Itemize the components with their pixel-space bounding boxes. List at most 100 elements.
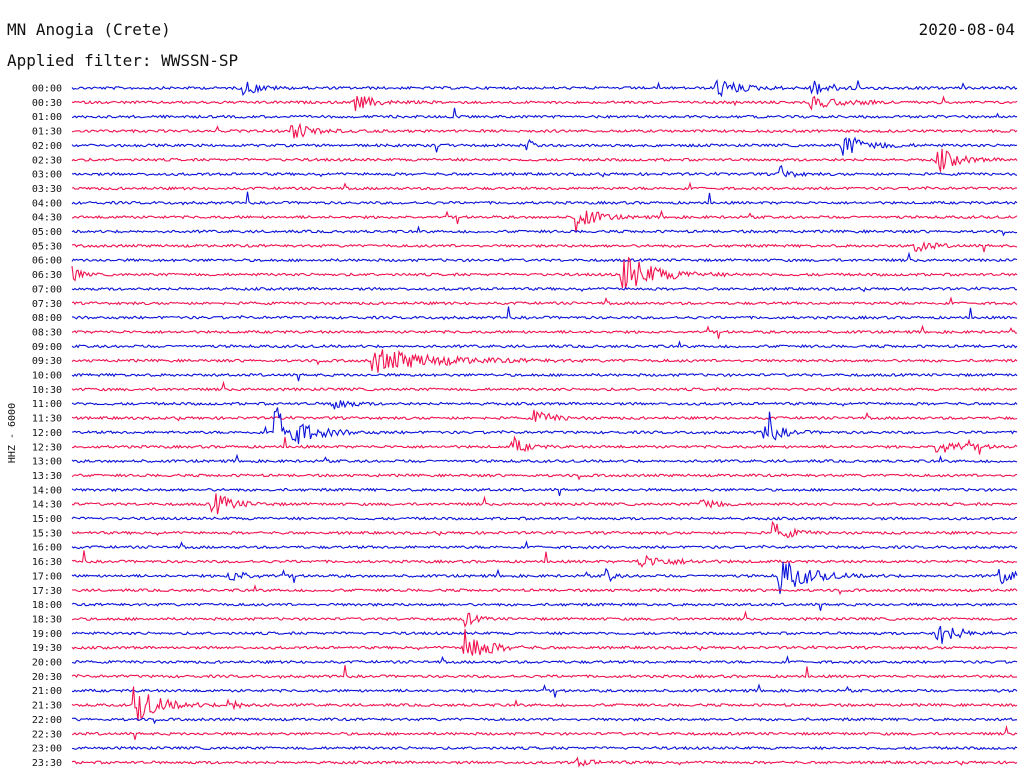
row-time-label: 01:00 xyxy=(32,112,62,123)
trace-1530 xyxy=(71,520,1018,539)
row-time-label: 11:30 xyxy=(32,414,62,425)
row-time-label: 10:30 xyxy=(32,385,62,396)
trace-1430 xyxy=(71,493,1018,515)
trace-1030 xyxy=(71,380,1018,392)
trace-0500 xyxy=(71,225,1018,237)
row-time-label: 23:00 xyxy=(32,744,62,755)
trace-0030 xyxy=(71,95,1018,112)
trace-1630 xyxy=(71,550,1017,568)
trace-2000 xyxy=(71,654,1018,665)
row-time-label: 01:30 xyxy=(32,127,62,138)
trace-2230 xyxy=(71,725,1018,740)
row-time-label: 08:00 xyxy=(32,313,62,324)
row-time-label: 00:00 xyxy=(32,84,62,95)
row-time-label: 18:00 xyxy=(32,600,62,611)
trace-1600 xyxy=(71,540,1018,550)
row-time-label: 17:30 xyxy=(32,586,62,597)
trace-1300 xyxy=(71,453,1018,464)
row-time-label: 15:00 xyxy=(32,514,62,525)
trace-1930 xyxy=(71,629,1018,656)
row-time-label: 18:30 xyxy=(32,614,62,625)
row-time-label: 10:00 xyxy=(32,371,62,382)
row-time-label: 09:00 xyxy=(32,342,62,353)
row-time-label: 08:30 xyxy=(32,327,62,338)
row-time-label: 15:30 xyxy=(32,528,62,539)
trace-1900 xyxy=(71,625,1018,644)
row-time-label: 21:30 xyxy=(32,701,62,712)
date-label: 2020-08-04 xyxy=(918,20,1015,39)
row-time-label: 06:00 xyxy=(32,256,62,267)
row-time-label: 23:30 xyxy=(32,758,62,769)
trace-1830 xyxy=(71,610,1018,629)
row-time-label: 05:00 xyxy=(32,227,62,238)
trace-0330 xyxy=(71,181,1018,191)
trace-2100 xyxy=(71,683,1018,698)
row-time-label: 21:00 xyxy=(32,686,62,697)
row-time-label: 07:00 xyxy=(32,284,62,295)
row-time-label: 19:00 xyxy=(32,629,62,640)
trace-0830 xyxy=(71,324,1017,339)
row-time-label: 16:30 xyxy=(32,557,62,568)
trace-1500 xyxy=(71,516,1017,521)
trace-0230 xyxy=(71,148,1018,172)
row-time-label: 12:00 xyxy=(32,428,62,439)
trace-0130 xyxy=(71,122,1018,139)
trace-0630 xyxy=(71,256,1018,289)
row-time-label: 03:00 xyxy=(32,170,62,181)
row-time-label: 02:30 xyxy=(32,155,62,166)
trace-0700 xyxy=(71,286,1017,293)
row-time-label: 14:30 xyxy=(32,500,62,511)
row-time-label: 07:30 xyxy=(32,299,62,310)
trace-0930 xyxy=(71,349,1018,373)
trace-0800 xyxy=(72,306,1018,321)
row-time-label: 00:30 xyxy=(32,98,62,109)
row-time-label: 20:00 xyxy=(32,658,62,669)
trace-2130 xyxy=(71,686,1018,722)
trace-0900 xyxy=(71,340,1018,349)
row-time-label: 02:00 xyxy=(32,141,62,152)
row-time-label: 22:00 xyxy=(32,715,62,726)
row-time-label: 12:30 xyxy=(32,442,62,453)
row-time-label: 04:00 xyxy=(32,198,62,209)
trace-1800 xyxy=(71,602,1018,611)
trace-1230 xyxy=(72,435,1018,455)
trace-0530 xyxy=(71,240,1018,253)
trace-2030 xyxy=(71,665,1018,680)
station-title: MN Anogia (Crete) xyxy=(7,20,171,39)
row-time-label: 11:00 xyxy=(32,399,62,410)
trace-0200 xyxy=(71,136,1018,156)
row-time-label: 14:00 xyxy=(32,485,62,496)
row-time-label: 05:30 xyxy=(32,241,62,252)
row-time-label: 16:00 xyxy=(32,543,62,554)
trace-2200 xyxy=(71,717,1018,725)
trace-1730 xyxy=(71,584,1018,596)
row-time-label: 03:30 xyxy=(32,184,62,195)
row-time-label: 06:30 xyxy=(32,270,62,281)
row-time-label: 17:00 xyxy=(32,571,62,582)
trace-1100 xyxy=(71,400,1018,410)
trace-0300 xyxy=(71,164,1018,178)
trace-1000 xyxy=(71,372,1018,382)
row-time-label: 19:30 xyxy=(32,643,62,654)
trace-0100 xyxy=(71,107,1018,120)
trace-0000 xyxy=(71,78,1018,98)
trace-0730 xyxy=(71,296,1018,306)
trace-1130 xyxy=(71,409,1018,422)
trace-0430 xyxy=(71,209,1018,233)
trace-2300 xyxy=(72,745,1018,751)
row-time-label: 20:30 xyxy=(32,672,62,683)
row-time-label: 22:30 xyxy=(32,729,62,740)
trace-0400 xyxy=(71,191,1018,206)
row-time-label: 13:00 xyxy=(32,457,62,468)
trace-1700 xyxy=(71,561,1018,594)
trace-group xyxy=(71,78,1018,768)
tick-label-group: 00:00 00:30 01:00 01:30 02:00 02:30 03:00 03:30… xyxy=(32,84,62,769)
trace-0600 xyxy=(71,251,1018,263)
trace-1330 xyxy=(71,473,1018,481)
trace-1200 xyxy=(72,407,1018,445)
trace-1400 xyxy=(71,487,1018,497)
filter-label: Applied filter: WWSSN-SP xyxy=(7,51,239,70)
row-time-label: 04:30 xyxy=(32,213,62,224)
trace-2330 xyxy=(71,756,1018,768)
